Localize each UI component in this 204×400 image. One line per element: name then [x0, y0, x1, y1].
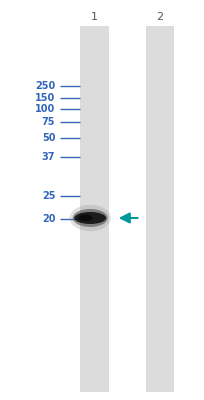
Text: 150: 150	[35, 93, 55, 103]
Ellipse shape	[69, 205, 110, 231]
Text: 100: 100	[35, 104, 55, 114]
Text: 250: 250	[35, 81, 55, 91]
Ellipse shape	[72, 209, 107, 227]
Text: 2: 2	[156, 12, 163, 22]
Text: 50: 50	[42, 133, 55, 143]
Ellipse shape	[74, 212, 106, 224]
Text: 37: 37	[42, 152, 55, 162]
Ellipse shape	[78, 215, 92, 221]
Bar	[80, 26, 108, 392]
Text: 1: 1	[90, 12, 97, 22]
Text: 75: 75	[42, 117, 55, 127]
Text: 20: 20	[42, 214, 55, 224]
Bar	[145, 26, 173, 392]
Text: 25: 25	[42, 191, 55, 201]
